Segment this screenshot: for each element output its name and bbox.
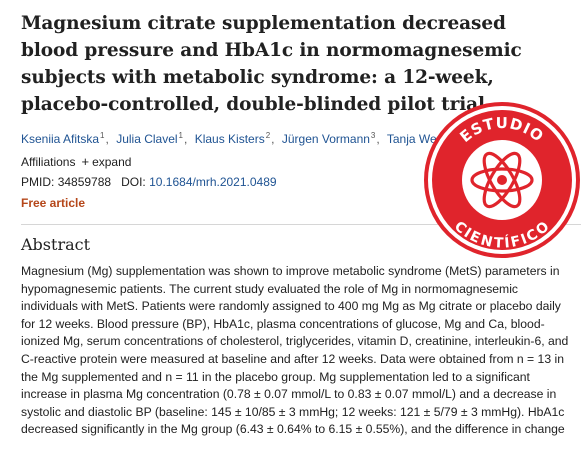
abstract-text: Magnesium (Mg) supplementation was shown… — [21, 264, 569, 437]
author-affiliation-number[interactable]: 1 — [100, 131, 105, 140]
section-divider — [21, 224, 581, 225]
author-separator: , — [105, 132, 109, 146]
pmid-value: 34859788 — [57, 175, 112, 189]
article-page: Magnesium citrate supplementation decrea… — [21, 10, 581, 439]
expand-affiliations-button[interactable]: + expand — [81, 155, 131, 169]
plus-icon: + — [81, 154, 90, 169]
doi-link[interactable]: 10.1684/mrh.2021.0489 — [149, 175, 277, 189]
identifiers-row: PMID: 34859788 DOI: 10.1684/mrh.2021.048… — [21, 175, 581, 189]
affiliations-label: Affiliations — [21, 155, 76, 169]
expand-label: expand — [92, 155, 132, 169]
author-link[interactable]: Kseniia Afitska — [21, 132, 100, 146]
author-separator: , — [271, 132, 275, 146]
author-affiliation-number[interactable]: 2 — [265, 131, 271, 140]
author-link[interactable]: Jürgen Vormann — [281, 132, 370, 146]
scientific-study-stamp: ESTUDIO CIENTÍFICO — [424, 102, 580, 258]
author-affiliation-number[interactable]: 1 — [178, 131, 183, 140]
doi-label: DOI: — [121, 175, 146, 189]
author-separator: , — [184, 132, 188, 146]
author-separator: , — [376, 132, 380, 146]
author-list: Kseniia Afitska1, Julia Clavel1, Klaus K… — [21, 128, 471, 147]
abstract-heading: Abstract — [21, 235, 91, 254]
pmid-label: PMID: — [21, 175, 55, 189]
atom-icon — [470, 151, 534, 209]
author-affiliation-number[interactable]: 3 — [370, 131, 376, 140]
affiliations-row: Affiliations + expand — [21, 155, 581, 169]
author-link[interactable]: Klaus Kisters — [194, 132, 265, 146]
free-article-badge: Free article — [21, 196, 86, 210]
author-link[interactable]: Julia Clavel — [116, 132, 178, 146]
article-title: Magnesium citrate supplementation decrea… — [21, 13, 522, 115]
